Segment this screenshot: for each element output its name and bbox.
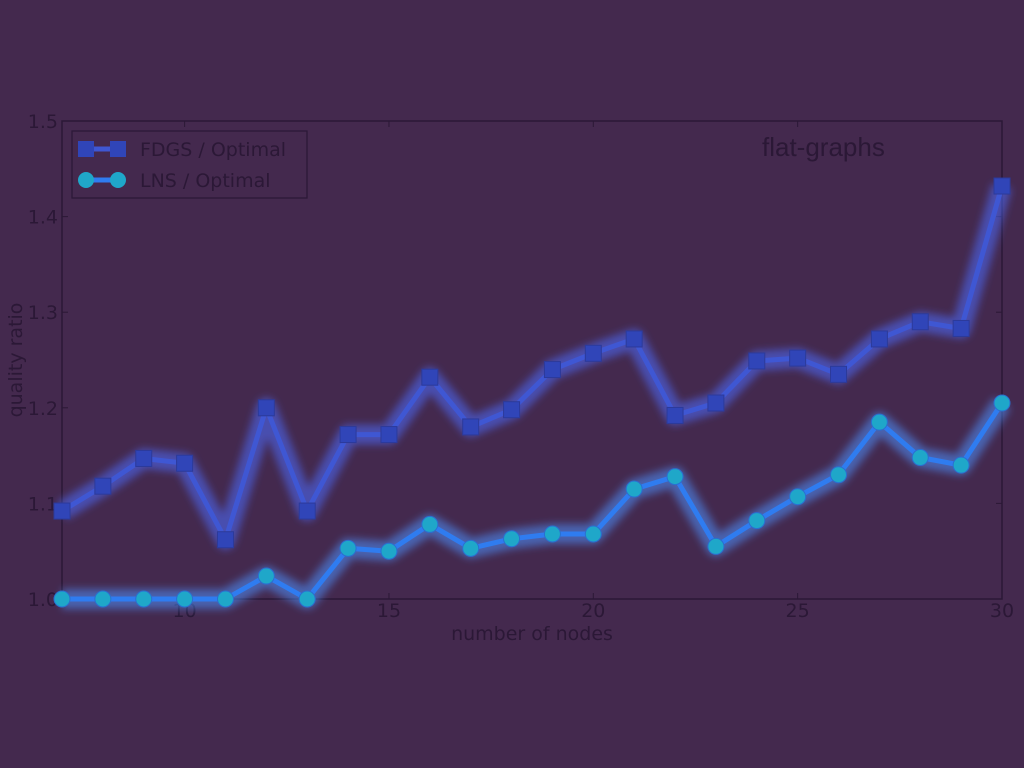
fdgs-point — [584, 344, 602, 362]
y-tick-label: 1.5 — [28, 111, 58, 133]
lns-point — [421, 515, 439, 533]
legend-fdgs-marker — [110, 141, 126, 157]
fdgs-point — [94, 477, 112, 495]
lns-point — [339, 539, 357, 557]
y-tick-label: 1.1 — [28, 493, 58, 515]
legend-fdgs-marker — [78, 141, 94, 157]
fdgs-point — [543, 361, 561, 379]
lns-point — [952, 456, 970, 474]
x-tick-label: 20 — [581, 600, 605, 622]
lns-point — [53, 590, 71, 608]
fdgs-point — [503, 401, 521, 419]
fdgs-point — [625, 330, 643, 348]
fdgs-point — [748, 352, 766, 370]
legend-fdgs-label: FDGS / Optimal — [140, 139, 286, 161]
lns-point — [584, 525, 602, 543]
fdgs-point — [421, 368, 439, 386]
y-tick-label: 1.2 — [28, 398, 58, 420]
fdgs-point — [993, 177, 1011, 195]
x-tick-label: 30 — [990, 600, 1014, 622]
lns-point — [870, 413, 888, 431]
lns-point — [94, 590, 112, 608]
legend: FDGS / Optimal LNS / Optimal — [71, 130, 308, 199]
fdgs-point — [176, 454, 194, 472]
y-tick-label: 1.4 — [28, 207, 58, 229]
fdgs-point — [952, 319, 970, 337]
y-axis-title: quality ratio — [5, 303, 27, 418]
fdgs-point — [135, 449, 153, 467]
lns-point — [789, 488, 807, 506]
fdgs-point — [462, 418, 480, 436]
lns-point — [666, 468, 684, 486]
axis-ticks: 10 15 20 25 301.01.11.21.31.41.5 — [28, 111, 1014, 622]
fdgs-point — [666, 406, 684, 424]
fdgs-point — [870, 330, 888, 348]
fdgs-point — [298, 502, 316, 520]
fdgs-point — [380, 426, 398, 444]
lns-point — [257, 567, 275, 585]
legend-lns-marker — [78, 172, 94, 188]
lns-point — [993, 394, 1011, 412]
lns-point — [176, 590, 194, 608]
lns-point — [298, 590, 316, 608]
fdgs-point — [216, 531, 234, 549]
legend-box — [71, 130, 308, 199]
x-tick-label: 15 — [377, 600, 401, 622]
x-axis-title: number of nodes — [451, 623, 613, 645]
lns-point — [216, 590, 234, 608]
lns-point — [503, 530, 521, 548]
fdgs-point — [707, 394, 725, 412]
legend-lns-label: LNS / Optimal — [140, 170, 271, 192]
lns-point — [911, 449, 929, 467]
annotation-text: flat-graphs — [762, 132, 885, 162]
fdgs-glow — [56, 183, 1012, 550]
fdgs-point — [339, 426, 357, 444]
fdgs-point — [830, 365, 848, 383]
fdgs-point — [789, 349, 807, 367]
fdgs-point — [53, 502, 71, 520]
lns-point — [135, 590, 153, 608]
y-tick-label: 1.3 — [28, 302, 58, 324]
fdgs-point — [257, 399, 275, 417]
lns-point — [707, 537, 725, 555]
x-tick-label: 25 — [786, 600, 810, 622]
legend-lns-marker — [110, 172, 126, 188]
lns-point — [748, 512, 766, 530]
plot-frame — [61, 120, 1003, 600]
lns-point — [380, 542, 398, 560]
series-layer — [53, 177, 1012, 609]
lns-point — [462, 539, 480, 557]
fdgs-point — [911, 313, 929, 331]
lns-point — [543, 525, 561, 543]
lns-point — [830, 466, 848, 484]
y-tick-label: 1.0 — [28, 589, 58, 611]
lns-point — [625, 480, 643, 498]
